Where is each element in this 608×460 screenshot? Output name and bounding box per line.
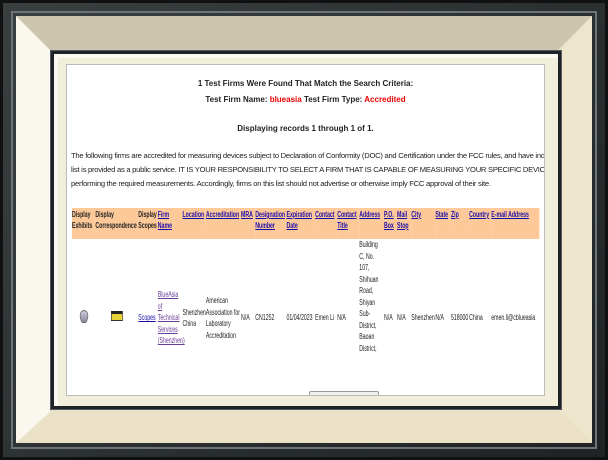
country-cell: China <box>469 313 483 323</box>
contact-title-cell: N/A <box>337 313 346 323</box>
city-cell: Shenzhen <box>411 313 435 323</box>
firm-name-link[interactable]: BlueAsia of Technical Services (Shenzhen… <box>157 290 185 346</box>
records-count: Displaying records 1 through 1 of 1. <box>237 124 374 133</box>
col-display-exhibits: Display Exhibits <box>72 208 96 239</box>
firm-name-value: blueasia <box>269 95 302 104</box>
mail-stop-cell: N/A <box>397 313 406 323</box>
po-box-cell: N/A <box>384 313 393 323</box>
search-criteria: Test Firm Name: blueasia Test Firm Type:… <box>67 95 544 104</box>
firm-name-label: Test Firm Name: <box>205 95 268 104</box>
sort-mail-stop[interactable]: Mail Stop <box>397 210 409 230</box>
sort-location[interactable]: Location <box>182 210 205 219</box>
disclaimer-line: performing the required measurements. Ac… <box>71 179 491 188</box>
sort-accreditation[interactable]: Accreditation <box>205 210 240 219</box>
firm-type-label: Test Firm Type: <box>303 95 363 104</box>
sort-expiration-date[interactable]: Expiration Date <box>286 210 312 230</box>
col-display-correspondence: Display Correspondence <box>95 208 139 239</box>
zip-cell: 518000 <box>450 313 469 323</box>
disclaimer-line: The following firms are accredited for m… <box>71 151 545 160</box>
sort-city[interactable]: City <box>411 210 422 219</box>
sort-state[interactable]: State <box>435 210 449 219</box>
firm-type-value: Accredited <box>364 95 406 104</box>
scopes-link[interactable]: Scopes <box>138 313 156 323</box>
expiration-cell: 01/04/2023 <box>286 313 313 323</box>
contact-cell: Emen Li <box>315 313 335 323</box>
email-cell: emen.li@cblueasia <box>491 313 536 323</box>
sort-po-box[interactable]: P.O. Box <box>384 210 394 230</box>
sort-mra[interactable]: MRA <box>241 210 253 219</box>
location-cell: Shenzhen China <box>182 307 206 329</box>
sort-zip[interactable]: Zip <box>450 210 459 219</box>
results-table: Display Exhibits Display Correspondence … <box>72 208 540 395</box>
designation-cell: CN1252 <box>255 313 275 323</box>
sort-firm-name[interactable]: Firm Name <box>157 210 172 230</box>
sort-contact-title[interactable]: Contact Title <box>337 210 357 230</box>
exhibits-icon[interactable] <box>79 309 88 323</box>
sort-address[interactable]: Address <box>359 210 381 219</box>
sort-designation-number[interactable]: Designation Number <box>255 210 286 230</box>
accreditation-cell: American Association for Laboratory Accr… <box>205 296 241 340</box>
correspondence-icon[interactable] <box>111 311 123 322</box>
sort-country[interactable]: Country <box>469 210 490 219</box>
mra-cell: N/A <box>241 313 250 323</box>
results-title: 1 Test Firms Were Found That Match the S… <box>197 79 414 88</box>
table-header-row: Display Exhibits Display Correspondence … <box>72 208 540 239</box>
state-cell: N/A <box>435 313 445 323</box>
col-display-scopes: Display Scopes <box>138 208 158 239</box>
table-row: Scopes BlueAsia of Technical Services (S… <box>72 239 539 395</box>
sort-email-address[interactable]: E-mail Address <box>491 210 529 219</box>
sort-contact[interactable]: Contact <box>315 210 335 219</box>
disclaimer-line: list is provided as a public service. IT… <box>71 165 545 174</box>
web-page: 1 Test Firms Were Found That Match the S… <box>66 64 545 396</box>
horizontal-scrollbar[interactable] <box>309 391 379 395</box>
address-cell: Building C, No. 107, Shihuan Road, Shiya… <box>359 240 379 353</box>
